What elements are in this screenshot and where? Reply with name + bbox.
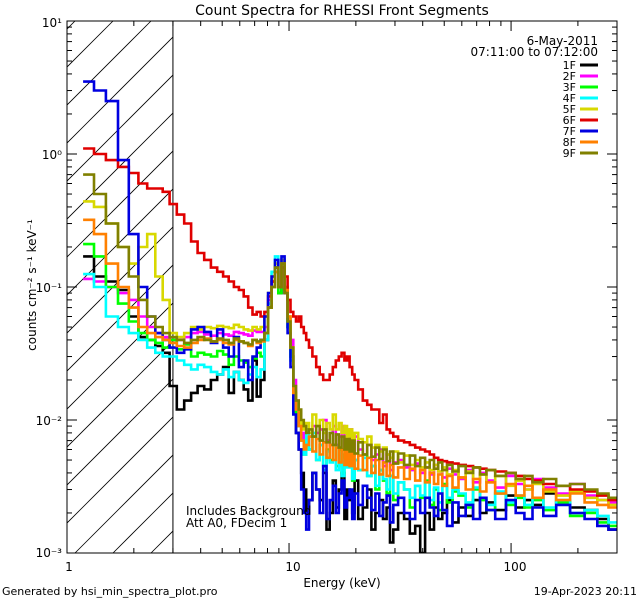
x-tick-label-100: 100	[504, 560, 527, 574]
axis-ticks	[66, 20, 618, 554]
hatch-line	[67, 378, 173, 486]
legend-label-9F: 9F	[563, 147, 576, 160]
annotation-background: Includes Background	[186, 504, 311, 518]
series-line-4F	[83, 255, 617, 524]
series-lines	[83, 80, 617, 553]
footer-timestamp: 19-Apr-2023 20:11	[534, 585, 637, 598]
hatch-line	[67, 264, 173, 372]
legend-label-4F: 4F	[563, 92, 576, 105]
series-line-9F	[83, 173, 617, 500]
x-axis-label: Energy (keV)	[303, 576, 380, 590]
series-line-5F	[83, 200, 617, 507]
hatch-line	[67, 36, 173, 144]
legend-label-2F: 2F	[563, 70, 576, 83]
legend-label-7F: 7F	[563, 125, 576, 138]
legend-label-3F: 3F	[563, 81, 576, 94]
time-range-label: 07:11:00 to 07:12:00	[471, 45, 598, 59]
footer-generated-by: Generated by hsi_min_spectra_plot.pro	[2, 585, 218, 598]
y-tick-label-1e0: 10⁰	[42, 148, 62, 162]
y-tick-label-1e1: 10¹	[42, 16, 62, 30]
y-tick-label-1e-3: 10⁻³	[36, 546, 63, 560]
hatch-line	[67, 74, 173, 182]
legend-label-8F: 8F	[563, 136, 576, 149]
annotation-attenuator: Att A0, FDecim 1	[186, 516, 287, 530]
y-axis-label: counts cm⁻² s⁻¹ keV⁻¹	[25, 219, 39, 351]
y-tick-label-1e-1: 10⁻¹	[36, 281, 63, 295]
chart-title: Count Spectra for RHESSI Front Segments	[195, 3, 489, 19]
x-tick-label-1: 1	[65, 560, 73, 574]
y-tick-label-1e-2: 10⁻²	[36, 414, 63, 428]
date-label: 6-May-2011	[527, 34, 598, 48]
hatch-line	[67, 416, 173, 524]
legend-label-5F: 5F	[563, 103, 576, 116]
hatch-line	[74, 454, 173, 553]
x-tick-label-10: 10	[285, 560, 300, 574]
legend-label-6F: 6F	[563, 114, 576, 127]
legend-label-1F: 1F	[563, 59, 576, 72]
series-line-7F	[83, 80, 617, 531]
